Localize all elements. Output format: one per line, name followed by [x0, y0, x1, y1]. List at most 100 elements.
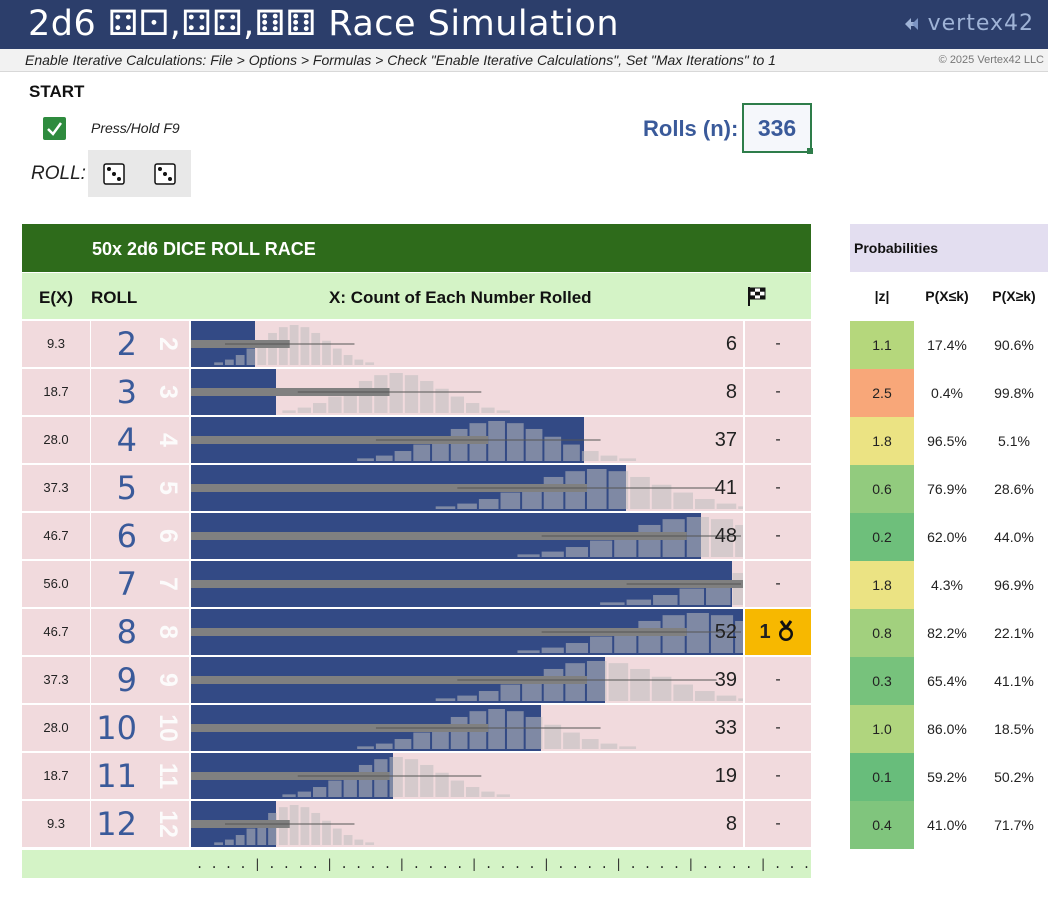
cell-fill-handle[interactable] — [807, 148, 813, 154]
histogram-bar — [365, 842, 375, 845]
histogram-bar — [343, 355, 353, 365]
expected-mean-bar — [191, 724, 489, 732]
distribution-overlay — [191, 421, 637, 461]
p-ge-value: 96.9% — [994, 577, 1034, 593]
z-score: 0.3 — [850, 657, 914, 705]
expected-value: 28.0 — [22, 417, 90, 463]
roll-number: 10 — [96, 709, 137, 747]
vertex42-logo-icon — [904, 17, 918, 30]
histogram-bar — [413, 732, 431, 749]
histogram-bar — [214, 362, 223, 365]
expected-mean-bar — [191, 436, 489, 444]
count-bar-cell: 19 — [191, 753, 743, 799]
histogram-bar — [282, 410, 296, 413]
histogram-bar — [565, 643, 589, 653]
roll-label: ROLL: — [31, 163, 86, 184]
expected-mean-bar — [191, 484, 587, 492]
histogram-bar — [488, 421, 505, 461]
histogram-bar — [450, 716, 468, 749]
z-score: 2.5 — [850, 369, 914, 417]
expected-value: 9.3 — [22, 801, 90, 847]
histogram-bar — [679, 588, 705, 605]
histogram-bar — [354, 839, 364, 845]
race-row: 28.0 10 10 33- — [22, 705, 811, 751]
place-cell: - — [745, 705, 811, 751]
histogram-bar — [478, 691, 499, 701]
histogram-bar — [466, 787, 480, 797]
histogram-bar — [506, 423, 524, 461]
vertex42-logo: vertex42 — [902, 11, 1034, 36]
distribution-overlay — [191, 805, 375, 845]
histogram-bar — [638, 620, 661, 653]
instructions-text: Enable Iterative Calculations: File > Op… — [25, 52, 776, 68]
distribution-overlay — [191, 373, 510, 413]
probability-row: 0.1 59.2% 50.2% — [850, 753, 1048, 801]
checkered-flag-icon — [748, 287, 766, 306]
histogram-bar — [375, 455, 393, 461]
distribution-overlay — [191, 325, 375, 365]
race-row: 37.3 5 5 41- — [22, 465, 811, 511]
expected-value: 18.7 — [22, 753, 90, 799]
count-bar-cell: 41 — [191, 465, 743, 511]
histogram-bar — [496, 794, 510, 797]
histogram-bar — [466, 403, 480, 413]
place-cell: - — [745, 513, 811, 559]
probability-row: 0.4 41.0% 71.7% — [850, 801, 1048, 849]
instructions-bar: Enable Iterative Calculations: File > Op… — [0, 49, 1048, 72]
roll-number-rotated: 8 — [154, 625, 182, 639]
histogram-bar — [517, 554, 540, 557]
histogram-bar — [268, 332, 277, 365]
z-score: 0.1 — [850, 753, 914, 801]
expected-mean-bar — [191, 532, 687, 540]
probability-row: 0.8 82.2% 22.1% — [850, 609, 1048, 657]
roll-number: 9 — [116, 661, 137, 699]
histogram-bar — [375, 743, 393, 749]
histogram-bar — [246, 828, 256, 845]
histogram-bar — [586, 469, 607, 509]
histogram-bar — [619, 746, 637, 749]
histogram-bar — [300, 807, 310, 845]
place-value: - — [775, 431, 781, 448]
histogram-bar — [525, 716, 543, 749]
histogram-bar — [608, 663, 629, 701]
histogram-bar — [563, 732, 580, 749]
histogram-bar — [357, 458, 374, 461]
distribution-overlay — [191, 757, 510, 797]
roll-cell: 10 10 — [91, 705, 189, 751]
histogram-bar — [332, 828, 342, 845]
race-row: 9.3 12 12 8- — [22, 801, 811, 847]
histogram-bar — [738, 506, 743, 509]
histogram-bar — [311, 332, 321, 365]
roll-number: 5 — [116, 469, 137, 507]
expected-mean-bar — [191, 580, 743, 588]
p-ge-value: 99.8% — [994, 385, 1034, 401]
start-checkbox[interactable] — [43, 117, 66, 140]
histogram-bar — [586, 661, 607, 701]
expected-value: 37.3 — [22, 657, 90, 703]
p-ge-value: 5.1% — [998, 433, 1030, 449]
histogram-bar — [413, 444, 431, 461]
count-bar-cell: 52 — [191, 609, 743, 655]
probability-row: 1.8 96.5% 5.1% — [850, 417, 1048, 465]
p-ge-value: 22.1% — [994, 625, 1034, 641]
rolls-label: Rolls (n): — [643, 116, 739, 141]
histogram-bar — [541, 647, 564, 653]
probability-row: 0.6 76.9% 28.6% — [850, 465, 1048, 513]
histogram-bar — [450, 780, 465, 797]
expected-value: 37.3 — [22, 465, 90, 511]
histogram-bar — [619, 458, 637, 461]
roll-number: 4 — [116, 421, 137, 459]
p-le-value: 62.0% — [927, 529, 967, 545]
roll-number-rotated: 2 — [154, 337, 182, 351]
probability-row: 1.8 4.3% 96.9% — [850, 561, 1048, 609]
histogram-bar — [735, 524, 743, 557]
p-le-value: 76.9% — [927, 481, 967, 497]
probability-row: 1.1 17.4% 90.6% — [850, 321, 1048, 369]
roll-number: 3 — [116, 373, 137, 411]
expected-value: 46.7 — [22, 513, 90, 559]
count-bar-cell: 48 — [191, 513, 743, 559]
rolls-count-cell[interactable]: 336 — [742, 103, 812, 153]
